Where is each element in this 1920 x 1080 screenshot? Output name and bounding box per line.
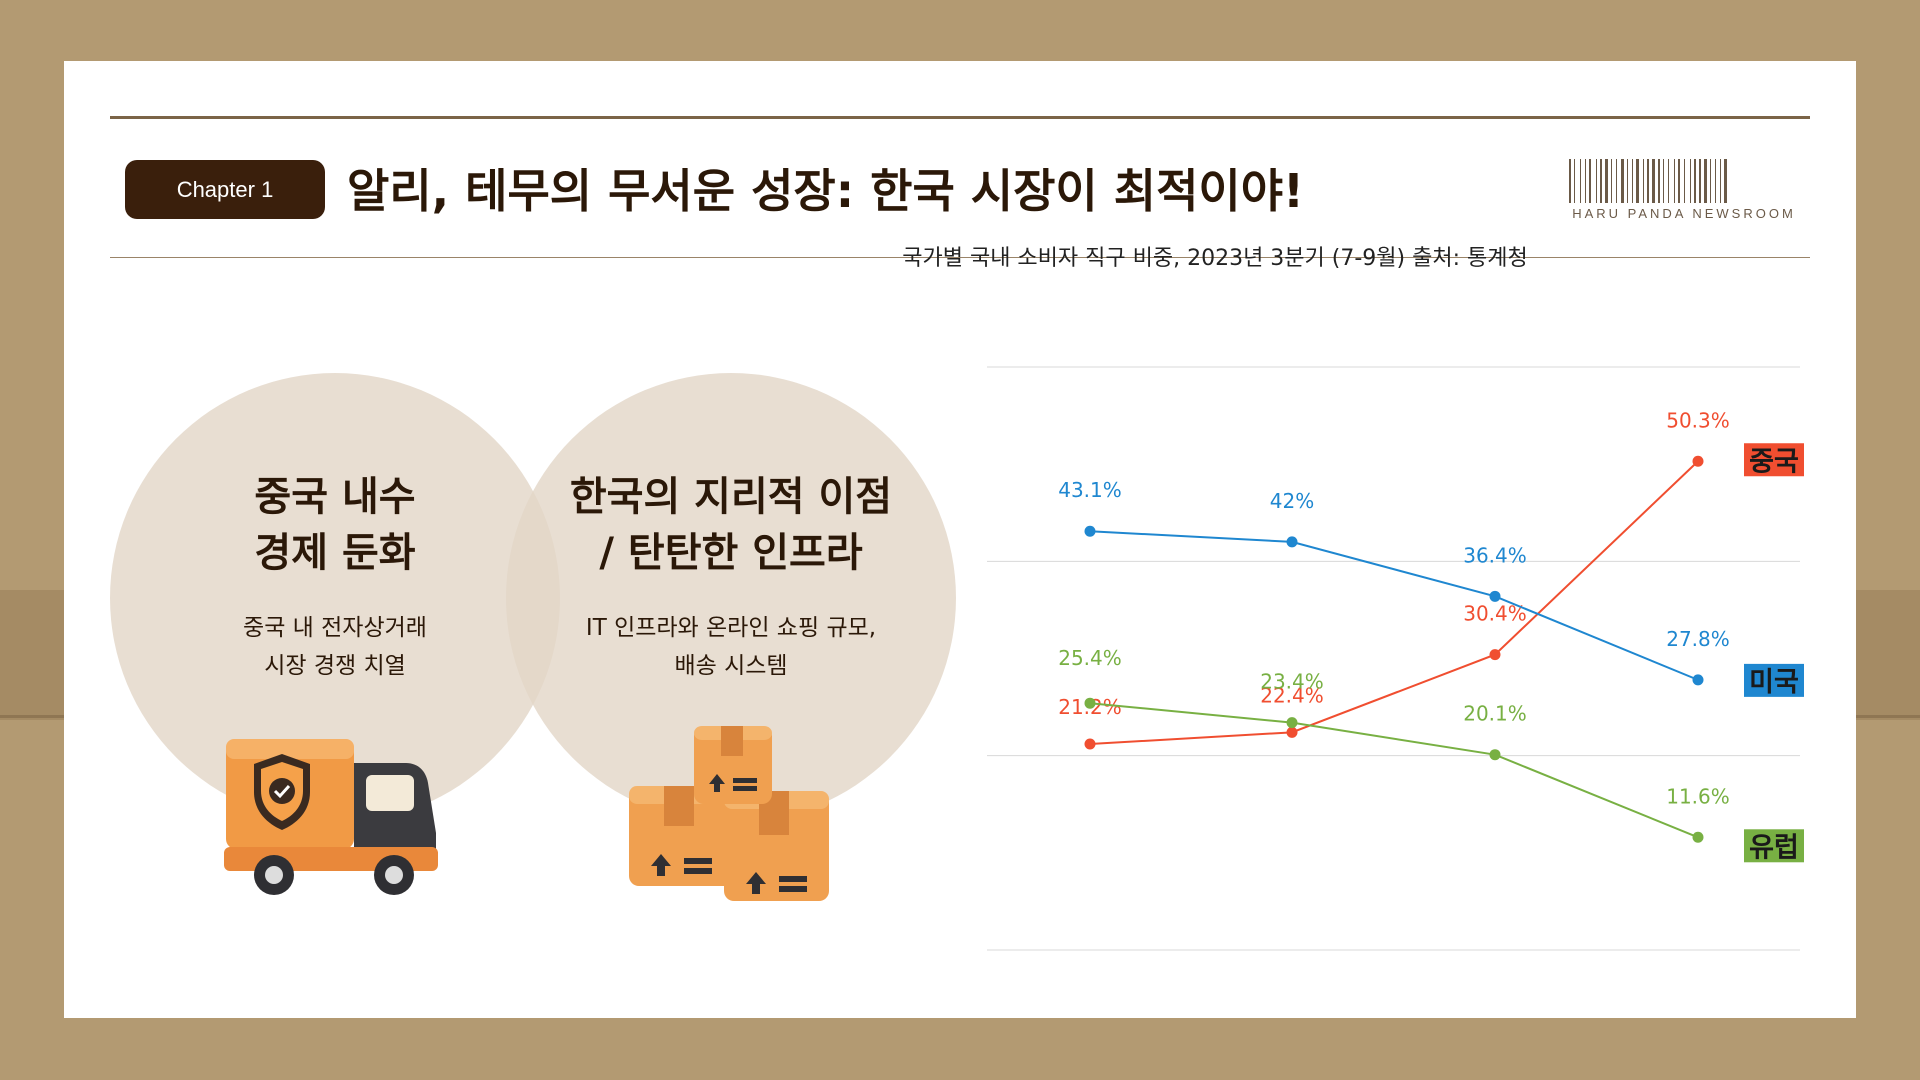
- data-point-0-1: [1286, 726, 1298, 738]
- data-point-1-1: [1286, 536, 1298, 548]
- barcode-icon: [1569, 159, 1727, 203]
- delivery-truck-icon: [224, 739, 438, 895]
- circle-2-body-line1: IT 인프라와 온라인 쇼핑 규모,: [585, 615, 877, 641]
- data-label-2-0: 25.4%: [1058, 646, 1122, 670]
- page-title: 알리, 테무의 무서운 성장: 한국 시장이 최적이야!: [347, 164, 1305, 218]
- circle-1-body-line1: 중국 내 전자상거래: [243, 615, 427, 641]
- data-label-0-1: 22.4%: [1260, 683, 1324, 707]
- data-label-2-3: 11.6%: [1666, 784, 1730, 808]
- circle-1-body-line2: 시장 경쟁 치열: [264, 653, 406, 679]
- data-point-1-0: [1084, 525, 1096, 537]
- series-label-bg-0: [1744, 443, 1804, 477]
- data-label-2-1: 23.4%: [1260, 670, 1324, 694]
- data-point-2-0: [1084, 697, 1096, 709]
- series-label-bg-1: [1744, 663, 1804, 697]
- brand-name: HARU PANDA NEWSROOM: [1572, 206, 1796, 221]
- circle-1-title-line2: 경제 둔화: [254, 530, 416, 576]
- series-line-2: [1089, 702, 1699, 839]
- circle-2-title-line2: / 탄탄한 인프라: [599, 530, 863, 576]
- data-point-2-1: [1286, 717, 1298, 729]
- circle-2-body-line2: 배송 시스템: [674, 653, 788, 679]
- series-line-0: [1089, 460, 1699, 746]
- cardboard-boxes-icon: [629, 726, 829, 901]
- data-point-0-3: [1692, 455, 1704, 467]
- series-label-1: 미국: [1749, 667, 1799, 698]
- series-line-1: [1089, 530, 1699, 681]
- chart-title: 국가별 국내 소비자 직구 비중, 2023년 3분기 (7-9월) 출처: 통…: [902, 246, 1528, 271]
- data-label-0-3: 50.3%: [1666, 408, 1730, 432]
- series-label-bg-2: [1744, 829, 1804, 863]
- data-label-1-1: 42%: [1270, 489, 1314, 513]
- data-point-0-2: [1489, 649, 1501, 661]
- series-label-2: 유럽: [1749, 832, 1799, 863]
- series-label-0: 중국: [1749, 446, 1799, 477]
- circle-2-title-line1: 한국의 지리적 이점: [569, 474, 893, 520]
- header-bottom-rule: [110, 257, 1810, 258]
- data-label-1-2: 36.4%: [1463, 543, 1527, 567]
- data-label-1-0: 43.1%: [1058, 478, 1122, 502]
- chapter-badge: Chapter 1: [125, 160, 325, 219]
- circle-1-title-line1: 중국 내수: [254, 474, 416, 520]
- data-point-1-3: [1692, 674, 1704, 686]
- data-point-2-3: [1692, 831, 1704, 843]
- data-point-1-2: [1489, 590, 1501, 602]
- data-label-2-2: 20.1%: [1463, 702, 1527, 726]
- data-point-2-2: [1489, 749, 1501, 761]
- data-point-0-0: [1084, 738, 1096, 750]
- slide-card: Chapter 1 알리, 테무의 무서운 성장: 한국 시장이 최적이야! H…: [64, 61, 1856, 1018]
- data-label-1-3: 27.8%: [1666, 627, 1730, 651]
- header-top-rule: [110, 116, 1810, 119]
